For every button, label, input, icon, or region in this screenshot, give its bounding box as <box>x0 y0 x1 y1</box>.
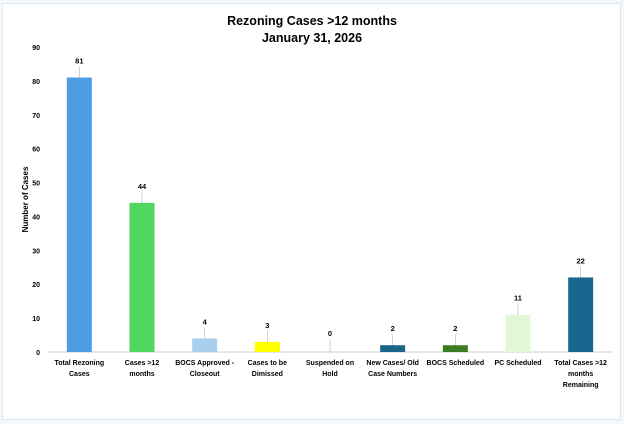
y-tick-label: 80 <box>32 79 40 86</box>
data-label: 2 <box>391 324 395 333</box>
data-label: 3 <box>265 321 269 330</box>
bar <box>192 338 218 352</box>
bar <box>380 345 406 352</box>
x-axis-tick-labels: Total Rezoning Cases Cases >12 months BOCS A… <box>55 360 608 389</box>
data-label: 11 <box>514 294 522 303</box>
data-label: 22 <box>576 256 584 265</box>
x-tick-label: New Cases/ Old Case Numbers <box>366 360 419 378</box>
x-tick-label: Total Cases >12 months Remaining <box>554 360 607 389</box>
y-tick-label: 0 <box>36 350 40 357</box>
y-tick-label: 20 <box>32 282 40 289</box>
data-label: 81 <box>75 57 83 66</box>
x-tick-label: Cases >12 months <box>125 360 160 378</box>
x-tick-label: PC Scheduled <box>494 360 541 367</box>
y-axis-ticks: 0 10 20 30 40 50 60 70 80 90 <box>32 45 40 357</box>
bar <box>568 277 594 352</box>
y-tick-label: 70 <box>32 113 40 120</box>
y-tick-label: 40 <box>32 214 40 221</box>
bar <box>442 345 468 352</box>
chart-title: Rezoning Cases >12 months <box>227 14 397 28</box>
bar <box>254 341 280 352</box>
y-axis-label: Number of Cases <box>21 166 30 232</box>
x-tick-label: Total Rezoning Cases <box>55 360 105 378</box>
y-tick-label: 50 <box>32 181 40 188</box>
bar <box>505 314 531 352</box>
y-tick-label: 30 <box>32 248 40 255</box>
y-tick-label: 10 <box>32 316 40 323</box>
x-tick-label: BOCS Approved -Closeout <box>175 360 235 378</box>
data-label: 4 <box>203 317 208 326</box>
data-label: 0 <box>328 329 332 338</box>
bar <box>129 202 155 352</box>
chart-subtitle: January 31, 2026 <box>261 31 363 45</box>
y-tick-label: 90 <box>32 45 40 52</box>
x-tick-label: Cases to be Dimissed <box>248 360 287 378</box>
data-label: 2 <box>453 324 457 333</box>
y-tick-label: 60 <box>32 147 40 154</box>
x-tick-label: Suspended on Hold <box>306 360 354 378</box>
bar <box>66 77 92 352</box>
x-tick-label: BOCS Scheduled <box>427 360 485 367</box>
data-label: 44 <box>138 182 147 191</box>
